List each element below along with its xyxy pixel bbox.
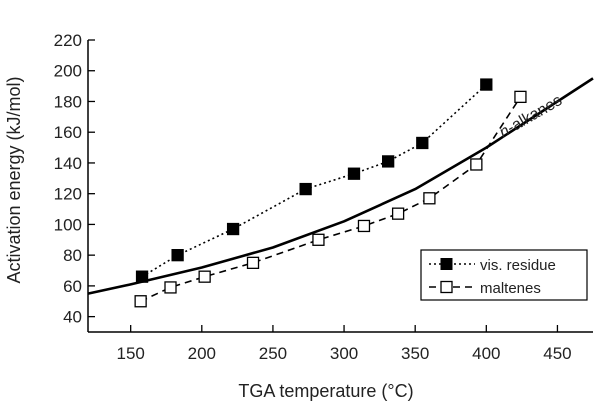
x-tick-label: 250 bbox=[259, 344, 287, 363]
legend: vis. residue maltenes bbox=[420, 249, 588, 301]
y-tick-label: 180 bbox=[54, 92, 82, 111]
point-maltenes bbox=[134, 295, 147, 308]
y-tick-label: 140 bbox=[54, 154, 82, 173]
point-vis-residue bbox=[416, 136, 429, 150]
markers bbox=[134, 78, 527, 308]
legend-label-maltenes: maltenes bbox=[480, 280, 541, 297]
point-vis-residue bbox=[299, 182, 312, 196]
x-tick-label: 200 bbox=[188, 344, 216, 363]
y-tick-label: 100 bbox=[54, 215, 82, 234]
point-vis-residue bbox=[382, 155, 395, 168]
curve-label-suffix: -alkanes bbox=[504, 92, 565, 137]
legend-marker-maltenes bbox=[440, 280, 453, 294]
point-maltenes bbox=[391, 207, 405, 220]
x-tick-label: 400 bbox=[472, 344, 500, 363]
point-maltenes bbox=[198, 270, 211, 283]
series-line-maltenes bbox=[140, 96, 522, 303]
point-maltenes bbox=[164, 281, 177, 294]
point-vis-residue bbox=[171, 249, 184, 262]
point-maltenes bbox=[514, 90, 527, 104]
y-tick-label: 120 bbox=[54, 185, 82, 204]
plot-area bbox=[87, 40, 593, 333]
y-tick-label: 200 bbox=[54, 62, 82, 81]
y-tick-label: 220 bbox=[54, 31, 82, 50]
point-maltenes bbox=[423, 192, 436, 205]
point-vis-residue bbox=[226, 222, 240, 236]
legend-marker-vis-residue bbox=[440, 258, 453, 270]
point-vis-residue bbox=[135, 270, 149, 283]
point-maltenes bbox=[357, 219, 371, 233]
x-tick-label: 450 bbox=[543, 344, 571, 363]
x-tick-label: 350 bbox=[401, 344, 429, 363]
point-maltenes bbox=[246, 256, 260, 269]
y-tick-label: 160 bbox=[54, 123, 82, 142]
axis-ticks: 40 60 80 100 120 140 160 180 200 220 150 200 250 300 3… bbox=[54, 31, 572, 363]
y-axis-title: Activation energy (kJ/mol) bbox=[4, 76, 24, 283]
point-vis-residue bbox=[347, 167, 361, 180]
y-tick-label: 80 bbox=[63, 246, 82, 265]
point-maltenes bbox=[470, 158, 483, 171]
legend-label-vis-residue: vis. residue bbox=[480, 257, 556, 274]
series-line-vis-residue bbox=[141, 84, 487, 278]
y-tick-label: 60 bbox=[63, 277, 82, 296]
point-maltenes bbox=[312, 233, 325, 246]
x-axis-title: TGA temperature (°C) bbox=[238, 381, 413, 401]
point-vis-residue bbox=[480, 78, 493, 91]
n-alkanes-curve bbox=[87, 77, 594, 295]
y-tick-label: 40 bbox=[63, 308, 82, 327]
x-tick-label: 300 bbox=[330, 344, 358, 363]
x-tick-label: 150 bbox=[116, 344, 144, 363]
